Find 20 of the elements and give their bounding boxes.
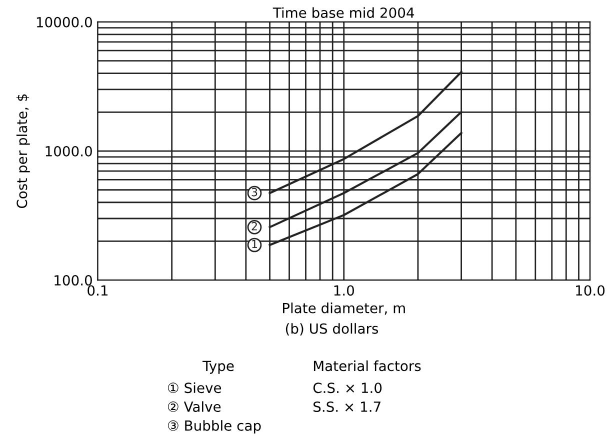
x-tick-label: 10.0 — [576, 285, 605, 296]
text: ③ Bubble cap — [168, 420, 261, 434]
y-axis-title: Cost per plate, $ — [16, 94, 30, 208]
x-tick-label: 1.0 — [334, 285, 354, 296]
text: (b) US dollars — [286, 323, 378, 336]
text: C.S. × 1.0 — [313, 382, 382, 394]
text: Material factors — [314, 360, 421, 372]
y-tick-label: 1000.0 — [46, 146, 92, 156]
legend-label: 1 — [252, 240, 257, 248]
text: S.S. × 1.7 — [314, 401, 380, 412]
chart-title: Time base mid 2004 — [272, 7, 414, 18]
y-tick-label: 100.0 — [54, 275, 92, 286]
text: Type — [202, 360, 234, 374]
text: ② Valve — [168, 401, 221, 412]
text: ① Sieve — [168, 382, 222, 394]
series-label: 2 — [252, 222, 257, 230]
y-tick-label: 10000.0 — [36, 16, 92, 28]
x-axis-title: Plate diameter, m — [282, 302, 405, 315]
series-label: 3 — [252, 188, 258, 196]
x-tick-label: 0.1 — [88, 285, 108, 296]
